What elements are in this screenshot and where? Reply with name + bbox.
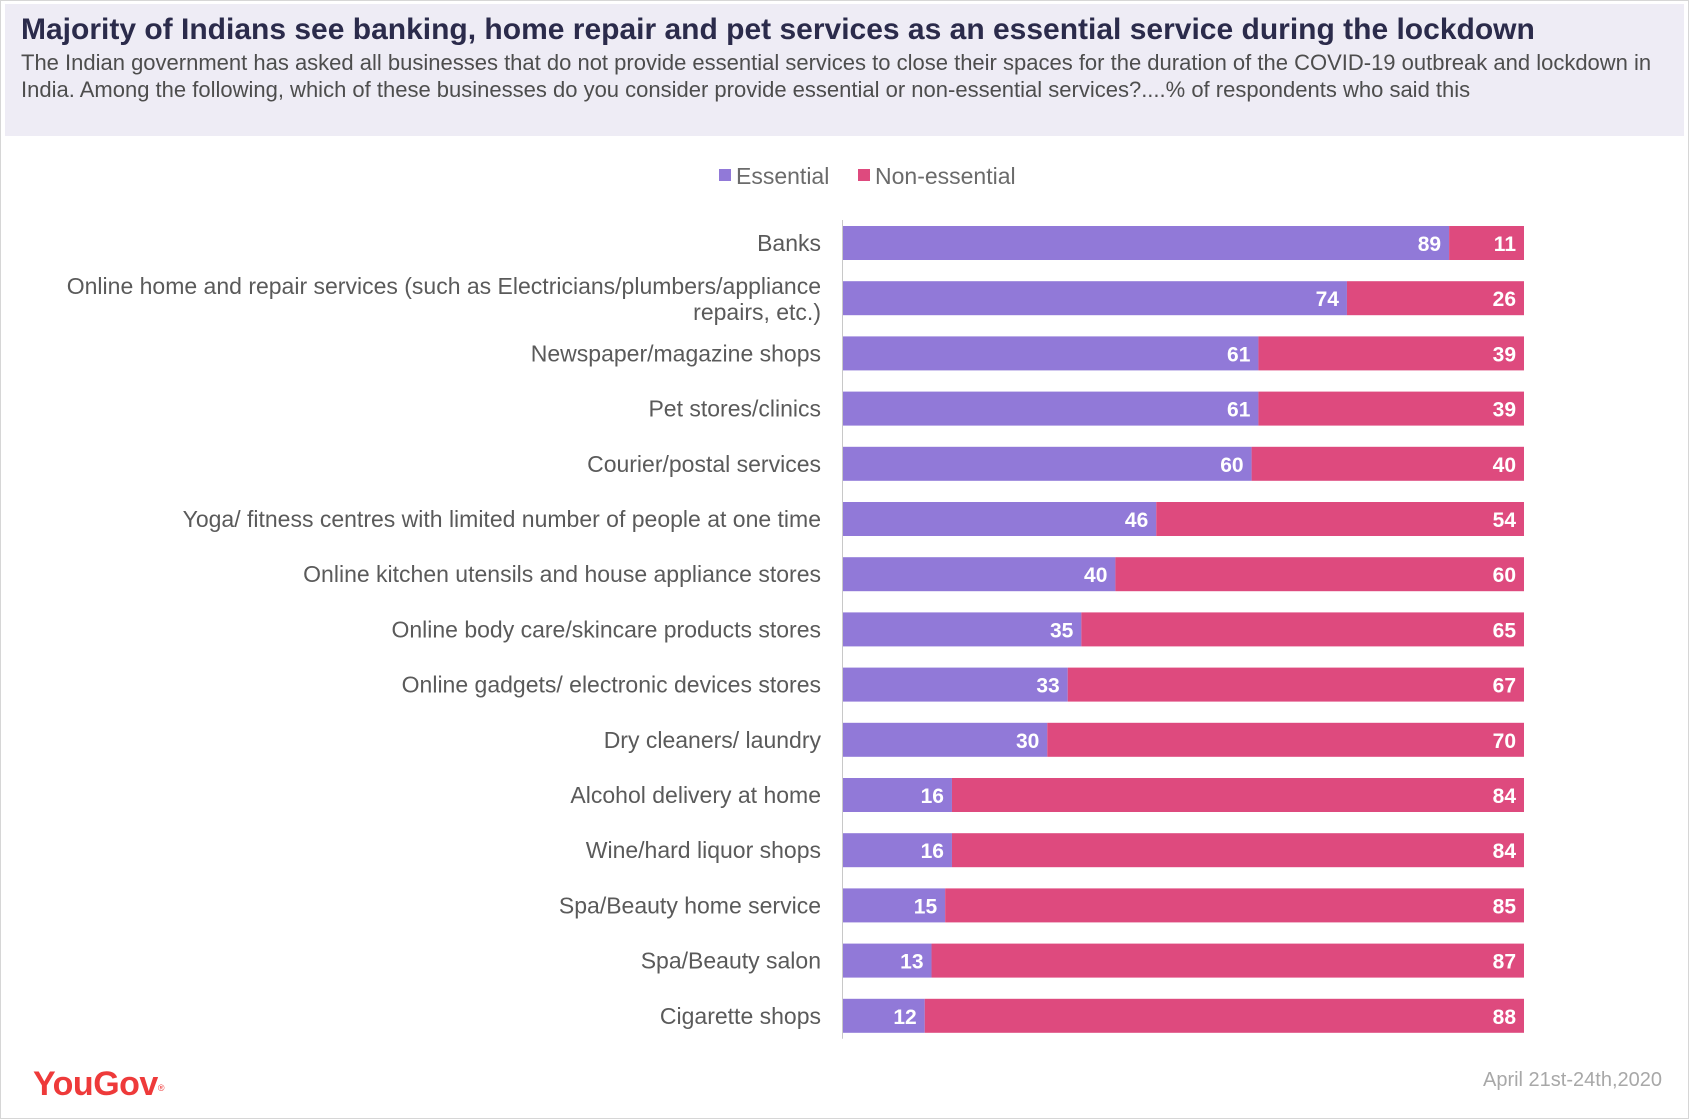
value-label-essential: 35 (1050, 619, 1074, 642)
value-label-non-essential: 88 (1493, 1006, 1517, 1029)
bar-essential (843, 502, 1157, 536)
registered-mark-icon: ® (157, 1083, 165, 1093)
value-label-non-essential: 85 (1493, 895, 1517, 918)
category-label: Spa/Beauty home service (559, 892, 821, 918)
value-label-essential: 89 (1418, 233, 1441, 256)
category-label: Online gadgets/ electronic devices store… (402, 672, 821, 698)
value-label-essential: 12 (893, 1006, 916, 1029)
value-label-essential: 33 (1036, 675, 1059, 698)
bar-essential (843, 667, 1068, 702)
value-label-non-essential: 54 (1493, 509, 1517, 532)
value-label-essential: 16 (921, 840, 944, 863)
yougov-logo: YouGov® (33, 1064, 164, 1104)
bar-essential (843, 336, 1259, 371)
category-label: Pet stores/clinics (648, 396, 821, 422)
bar-non-essential (931, 943, 1524, 978)
value-label-essential: 60 (1220, 454, 1243, 477)
value-label-non-essential: 39 (1493, 343, 1516, 366)
bar-essential (843, 888, 946, 923)
value-label-essential: 46 (1125, 509, 1148, 532)
legend-label-0: Essential (736, 163, 829, 189)
chart-plot-area: Banks 89 11 Online home and repair services… (67, 220, 1524, 1039)
bar-non-essential (1258, 391, 1524, 426)
bar-non-essential (1156, 502, 1524, 536)
bar-essential (843, 391, 1259, 426)
value-label-essential: 16 (921, 785, 944, 808)
value-label-non-essential: 11 (1494, 233, 1517, 256)
value-label-non-essential: 70 (1493, 730, 1516, 753)
survey-date: April 21st-24th,2020 (1482, 1069, 1662, 1091)
value-label-non-essential: 60 (1493, 564, 1516, 587)
bar-essential (843, 998, 925, 1033)
category-label: Online body care/skincare products store… (391, 616, 821, 642)
category-label: Online kitchen utensils and house applia… (303, 561, 821, 587)
bar-non-essential (951, 833, 1524, 868)
chart-legend: Essential Non-essential (719, 163, 1016, 189)
chart-title: Majority of Indians see banking, home re… (21, 13, 1535, 46)
bar-essential (843, 612, 1082, 647)
category-label: Online home and repair services (such as… (67, 273, 821, 325)
category-label: Courier/postal services (587, 451, 821, 477)
chart-subtitle: The Indian government has asked all busi… (21, 50, 1652, 102)
category-label: Wine/hard liquor shops (586, 837, 821, 863)
legend-swatch-0 (719, 169, 731, 181)
value-label-essential: 15 (914, 895, 938, 918)
value-label-essential: 61 (1227, 343, 1251, 366)
bar-non-essential (1258, 336, 1524, 371)
bar-essential (843, 446, 1252, 481)
category-label: Dry cleaners/ laundry (604, 727, 822, 753)
value-label-non-essential: 26 (1493, 288, 1516, 311)
value-label-non-essential: 67 (1493, 675, 1516, 698)
bar-non-essential (1067, 667, 1524, 702)
value-label-non-essential: 39 (1493, 399, 1516, 422)
bar-essential (843, 557, 1116, 592)
value-label-non-essential: 84 (1493, 840, 1517, 863)
bar-essential (843, 943, 932, 978)
bar-essential (843, 833, 952, 868)
bar-non-essential (951, 778, 1524, 812)
category-label: Alcohol delivery at home (570, 782, 821, 808)
chart-header: Majority of Indians see banking, home re… (5, 4, 1684, 136)
value-label-non-essential: 87 (1493, 951, 1516, 974)
bar-non-essential (1081, 612, 1524, 647)
value-label-essential: 74 (1316, 288, 1340, 311)
bar-non-essential (1047, 722, 1524, 757)
value-label-essential: 40 (1084, 564, 1107, 587)
bar-non-essential (1115, 557, 1524, 592)
bar-essential (843, 722, 1048, 757)
bar-non-essential (1346, 281, 1524, 316)
logo-text: YouGov (33, 1065, 158, 1103)
category-label: Spa/Beauty salon (641, 948, 821, 974)
bar-non-essential (945, 888, 1524, 923)
bar-essential (843, 226, 1450, 260)
value-label-essential: 13 (900, 951, 923, 974)
bar-non-essential (1449, 226, 1524, 260)
bar-essential (843, 281, 1347, 316)
value-label-essential: 61 (1227, 399, 1251, 422)
legend-swatch-1 (858, 169, 870, 181)
bar-non-essential (924, 998, 1524, 1033)
value-label-non-essential: 65 (1493, 619, 1517, 642)
category-label: Newspaper/magazine shops (531, 340, 821, 366)
legend-label-1: Non-essential (875, 163, 1016, 189)
value-label-non-essential: 84 (1493, 785, 1517, 808)
category-label: Banks (757, 230, 821, 256)
value-label-non-essential: 40 (1493, 454, 1516, 477)
bar-essential (843, 778, 952, 812)
category-label: Cigarette shops (660, 1003, 821, 1029)
category-label: Yoga/ fitness centres with limited numbe… (183, 506, 821, 532)
bar-non-essential (1251, 446, 1524, 481)
value-label-essential: 30 (1016, 730, 1039, 753)
